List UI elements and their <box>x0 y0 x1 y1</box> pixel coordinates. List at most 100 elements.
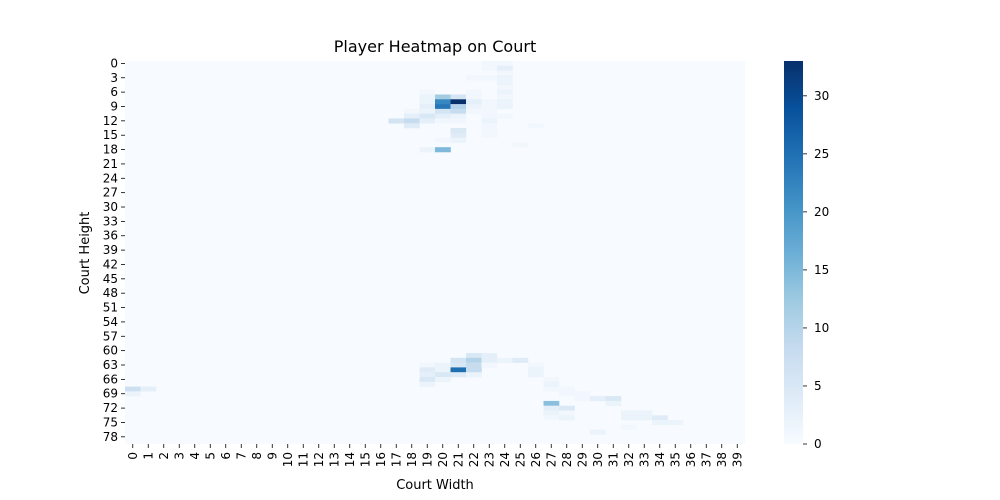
heatmap-cell <box>497 104 513 110</box>
heatmap-cell <box>419 376 436 383</box>
heatmap-cell <box>450 104 467 110</box>
x-tick-label: 24 <box>498 452 512 467</box>
heatmap-cell <box>481 123 498 129</box>
heatmap-cell <box>466 353 482 359</box>
heatmap-cell <box>466 94 482 100</box>
x-tick-label: 33 <box>637 452 651 467</box>
heatmap-cell <box>450 362 467 368</box>
heatmap-cell <box>559 386 575 392</box>
y-tick-label: 51 <box>103 301 118 315</box>
y-tick-label: 9 <box>110 99 118 113</box>
heatmap-cell <box>559 405 575 411</box>
heatmap-cell <box>419 108 436 114</box>
x-tick-label: 27 <box>544 452 558 467</box>
heatmap-cell <box>450 357 467 363</box>
x-tick-label: 20 <box>436 452 450 467</box>
x-tick-label: 14 <box>343 452 357 467</box>
heatmap-cell <box>652 420 668 426</box>
heatmap-cell <box>605 396 622 402</box>
y-tick-label: 75 <box>103 415 118 429</box>
heatmap-cell <box>450 113 467 119</box>
heatmap-cell <box>605 400 622 406</box>
heatmap-cell <box>528 362 544 368</box>
x-tick-label: 2 <box>157 452 171 460</box>
x-tick-label: 6 <box>219 452 233 460</box>
y-tick-label: 63 <box>103 358 118 372</box>
heatmap-cell <box>528 367 544 373</box>
heatmap-cell <box>450 94 467 100</box>
heatmap-cell <box>528 123 544 129</box>
x-tick-label: 3 <box>172 452 186 460</box>
x-tick-label: 19 <box>420 452 434 467</box>
y-tick-label: 42 <box>103 257 118 271</box>
x-tick-label: 35 <box>668 452 682 467</box>
heatmap-cell <box>435 99 451 105</box>
heatmap-cell <box>497 70 513 76</box>
heatmap-cell <box>435 362 451 368</box>
heatmap-cell <box>636 410 653 416</box>
heatmap-cell <box>419 104 436 110</box>
heatmap-cell <box>466 104 482 110</box>
heatmap-cell <box>435 376 451 383</box>
heatmap-cell <box>497 61 513 67</box>
x-tick-label: 32 <box>622 452 636 467</box>
heatmap-cell <box>125 386 141 392</box>
heatmap-cell <box>450 99 467 105</box>
colorbar <box>784 61 803 444</box>
heatmap-cell <box>435 104 451 110</box>
heatmap-cell <box>559 410 575 416</box>
heatmap-cell <box>481 108 498 114</box>
y-tick-label: 48 <box>103 286 118 300</box>
heatmap-cell <box>559 415 575 421</box>
x-tick-label: 26 <box>529 452 543 467</box>
heatmap-cell <box>574 396 591 402</box>
heatmap-cell <box>466 75 482 81</box>
heatmap-cell <box>512 357 529 363</box>
x-tick-label: 11 <box>296 452 310 467</box>
y-tick-label: 60 <box>103 344 118 358</box>
x-tick-label: 37 <box>699 452 713 467</box>
heatmap-cell <box>543 405 560 411</box>
y-tick-label: 30 <box>103 200 118 214</box>
y-tick-label: 0 <box>110 56 118 70</box>
colorbar-tick-label: 20 <box>814 205 829 219</box>
x-tick-label: 38 <box>715 452 729 467</box>
x-tick-label: 7 <box>234 452 248 460</box>
x-tick-label: 29 <box>575 452 589 467</box>
y-tick-label: 18 <box>103 143 118 157</box>
y-tick-label: 72 <box>103 401 118 415</box>
heatmap-cell <box>481 132 498 138</box>
heatmap-cell <box>450 118 467 124</box>
heatmap-cell <box>404 123 420 129</box>
x-tick-label: 23 <box>482 452 496 467</box>
heatmap-cell <box>481 113 498 119</box>
x-tick-label: 1 <box>141 452 155 460</box>
y-tick-label: 36 <box>103 229 118 243</box>
heatmap-cell <box>543 381 560 387</box>
x-tick-label: 30 <box>591 452 605 467</box>
heatmap-cell <box>481 61 498 67</box>
x-tick-label: 12 <box>312 452 326 467</box>
heatmap-cell <box>419 362 436 368</box>
heatmap-cell <box>481 75 498 81</box>
heatmap-cell <box>667 420 684 426</box>
heatmap-cell <box>435 113 451 119</box>
y-tick-label: 27 <box>103 186 118 200</box>
y-tick-label: 24 <box>103 171 118 185</box>
heatmap-cell <box>543 386 560 392</box>
heatmap-cell <box>481 357 498 363</box>
heatmap-cell <box>388 118 405 124</box>
heatmap-cell <box>419 367 436 373</box>
heatmap-cell <box>419 372 436 378</box>
heatmap-cell <box>419 381 436 387</box>
x-tick-label: 9 <box>265 452 279 460</box>
y-tick-label: 33 <box>103 214 118 228</box>
heatmap-cell <box>466 108 482 114</box>
y-tick-label: 57 <box>103 329 118 343</box>
y-tick-label: 39 <box>103 243 118 257</box>
y-tick-label: 12 <box>103 114 118 128</box>
heatmap-cell <box>574 391 591 397</box>
heatmap-cell <box>404 118 420 124</box>
heatmap-cell <box>450 137 467 143</box>
heatmap-cell <box>497 65 513 71</box>
